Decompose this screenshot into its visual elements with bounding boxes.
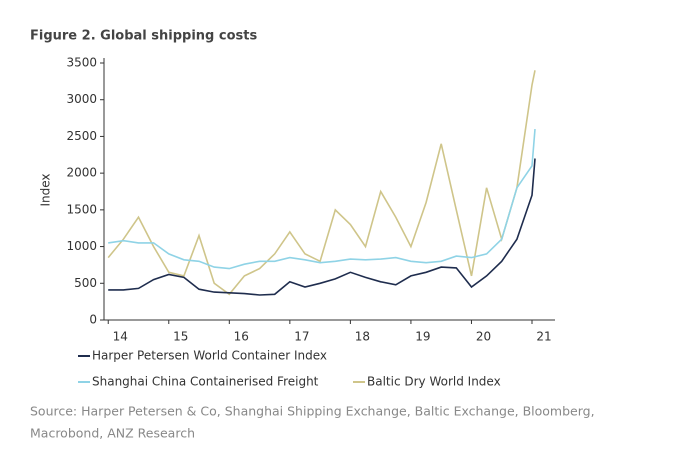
x-tick-label: 19 (415, 330, 430, 344)
y-tick-label: 2000 (66, 166, 97, 180)
y-axis-label: Index (39, 173, 53, 206)
series-line (107, 70, 536, 296)
legend-label: Shanghai China Containerised Freight (92, 375, 319, 389)
y-tick-label: 500 (74, 276, 97, 290)
legend-label: Harper Petersen World Container Index (92, 349, 327, 363)
y-tick-label: 3500 (66, 56, 97, 70)
source: Macrobond, ANZ Research (30, 426, 195, 441)
y-tick-label: 1500 (66, 202, 97, 216)
source: Source: Harper Petersen & Co, Shanghai S… (30, 404, 595, 419)
series-line (108, 129, 536, 270)
x-tick-label: 18 (355, 330, 370, 344)
legend-label: Baltic Dry World Index (367, 375, 501, 389)
series-line (108, 158, 536, 296)
y-tick-label: 0 (89, 313, 97, 327)
x-tick-label: 17 (294, 330, 309, 344)
y-tick-label: 2500 (66, 129, 97, 143)
chart-title: Figure 2. Global shipping costs (30, 29, 257, 44)
y-tick-label: 3000 (66, 92, 97, 106)
x-tick-label: 14 (113, 330, 128, 344)
x-tick-label: 20 (476, 330, 491, 344)
x-tick-label: 21 (536, 330, 551, 344)
x-tick-label: 16 (234, 330, 249, 344)
x-tick-label: 15 (173, 330, 188, 344)
y-tick-label: 1000 (66, 239, 97, 253)
